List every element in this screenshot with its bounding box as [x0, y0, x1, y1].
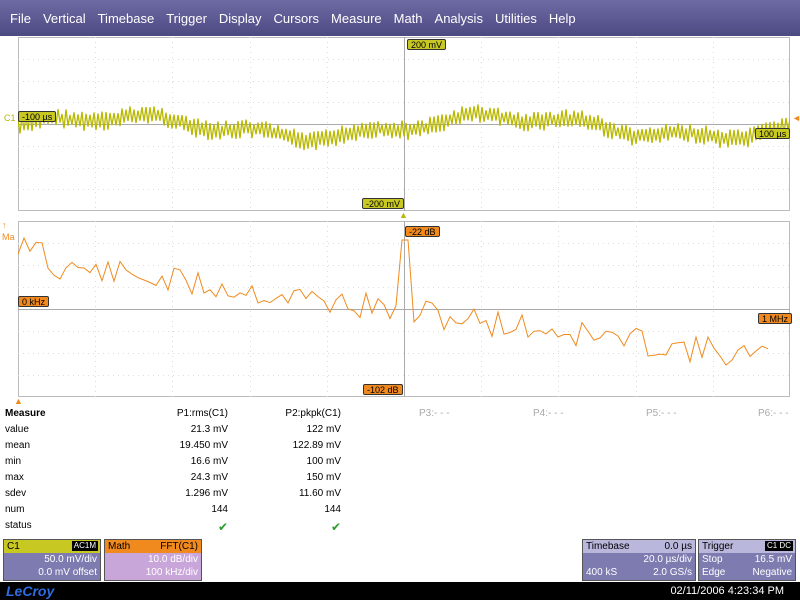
p1-value: 21.3 mV	[190, 424, 228, 435]
trigger-level: 16.5 mV	[754, 554, 792, 565]
table-row: value 21.3 mV 122 mV	[0, 424, 800, 440]
ch1-trigger-position-icon: ▲	[399, 210, 408, 220]
ch1-left-time-tag: -100 µs	[18, 111, 57, 122]
c1-descriptor[interactable]: C1 AC1M 50.0 mV/div 0.0 mV offset	[3, 539, 101, 581]
datetime-display: 02/11/2006 4:23:34 PM	[670, 585, 784, 597]
row-label: value	[5, 424, 29, 435]
c1-desc-name: C1	[7, 541, 20, 552]
table-row: mean 19.450 mV 122.89 mV	[0, 440, 800, 456]
ch1-right-time-tag: 100 µs	[755, 128, 791, 139]
math-freq: 100 kHz/div	[145, 567, 198, 578]
ch1-waveform	[18, 104, 790, 151]
fft-origin-icon: ▲	[14, 396, 23, 406]
trigger-mode: Stop	[702, 554, 723, 565]
timebase-samples: 400 kS	[586, 567, 618, 578]
menu-analysis[interactable]: Analysis	[434, 10, 483, 26]
trigger-descriptor[interactable]: Trigger C1 DC Stop 16.5 mV Edge Negative	[698, 539, 796, 581]
fft-bottom-scale-tag: -102 dB	[363, 384, 403, 395]
fft-up-arrow-icon: ↑	[2, 220, 7, 230]
math-func: FFT(C1)	[160, 541, 198, 552]
c1-offset: 0.0 mV offset	[38, 567, 97, 578]
math-descriptor[interactable]: Math FFT(C1) 10.0 dB/div 100 kHz/div	[104, 539, 202, 581]
timebase-desc-name: Timebase	[586, 541, 630, 552]
c1-coupling-badge: AC1M	[71, 541, 98, 551]
ch1-top-scale-tag: 200 mV	[407, 39, 447, 50]
row-label: num	[5, 504, 25, 515]
measure-title: Measure	[5, 408, 46, 419]
math-desc-name: Math	[108, 541, 131, 552]
p2-value: 100 mV	[306, 456, 341, 467]
p2-value: 122.89 mV	[292, 440, 341, 451]
fft-trace-area	[18, 221, 790, 397]
p1-header[interactable]: P1:rms(C1)	[176, 408, 228, 419]
measurement-table[interactable]: Measure P1:rms(C1) P2:pkpk(C1) P3:- - - …	[0, 408, 800, 538]
trigger-type: Edge	[702, 567, 726, 578]
c1-scale: 50.0 mV/div	[44, 554, 97, 565]
trigger-level-marker-icon[interactable]: ◄	[792, 113, 800, 123]
p2-value: 11.60 mV	[298, 488, 341, 499]
fft-top-scale-tag: -22 dB	[405, 226, 440, 237]
p3-header[interactable]: P3:- - -	[419, 408, 450, 419]
timebase-descriptor[interactable]: Timebase 0.0 µs 20.0 µs/div 400 kS 2.0 GS/…	[582, 539, 696, 581]
p2-value: 144	[324, 504, 341, 515]
p2-status-check-icon: ✔	[330, 520, 341, 534]
p1-status-check-icon: ✔	[217, 520, 228, 534]
status-label: status	[5, 520, 32, 531]
menu-display[interactable]: Display	[218, 10, 262, 26]
p1-value: 19.450 mV	[179, 440, 228, 451]
menu-math[interactable]: Math	[393, 10, 423, 26]
measure-header-row: Measure P1:rms(C1) P2:pkpk(C1) P3:- - - …	[0, 408, 800, 424]
table-row: min 16.6 mV 100 mV	[0, 456, 800, 472]
channel1-trace-area	[18, 37, 790, 211]
p2-header[interactable]: P2:pkpk(C1)	[285, 408, 341, 419]
row-label: sdev	[5, 488, 27, 499]
p1-value: 144	[211, 504, 228, 515]
channel1-grid[interactable]: 200 mV -200 mV -100 µs 100 µs	[18, 37, 791, 211]
menu-timebase[interactable]: Timebase	[97, 10, 155, 26]
timebase-per-div: 20.0 µs/div	[643, 554, 692, 565]
table-row: sdev 1.296 mV 11.60 mV	[0, 488, 800, 504]
math-fft-grid[interactable]: -22 dB -102 dB 0 kHz 1 MHz	[18, 221, 793, 397]
trigger-desc-name: Trigger	[702, 541, 734, 552]
trigger-slope: Negative	[752, 567, 792, 578]
menu-bar: File Vertical Timebase Trigger Display C…	[0, 0, 800, 36]
trigger-source-badge: C1 DC	[764, 541, 793, 551]
menu-cursors[interactable]: Cursors	[273, 10, 320, 26]
math-scale: 10.0 dB/div	[147, 554, 198, 565]
menu-help[interactable]: Help	[548, 10, 576, 26]
fft-right-freq-tag: 1 MHz	[758, 313, 793, 324]
p1-value: 1.296 mV	[185, 488, 228, 499]
menu-trigger[interactable]: Trigger	[166, 10, 207, 26]
row-label: min	[5, 456, 22, 467]
p5-header[interactable]: P5:- - -	[646, 408, 677, 419]
menu-utilities[interactable]: Utilities	[494, 10, 537, 26]
ch1-marker[interactable]: C1	[4, 113, 16, 123]
row-label: mean	[5, 440, 31, 451]
p6-header[interactable]: P6:- - -	[758, 408, 789, 419]
status-bar: LeCroy 02/11/2006 4:23:34 PM	[0, 582, 800, 600]
menu-file[interactable]: File	[10, 10, 31, 26]
p2-value: 150 mV	[306, 472, 341, 483]
ch1-bottom-scale-tag: -200 mV	[362, 198, 405, 209]
p1-value: 24.3 mV	[190, 472, 228, 483]
p4-header[interactable]: P4:- - -	[533, 408, 564, 419]
menu-measure[interactable]: Measure	[331, 10, 382, 26]
timebase-rate: 2.0 GS/s	[653, 567, 692, 578]
timebase-delay: 0.0 µs	[664, 541, 692, 552]
fft-marker[interactable]: Ma	[2, 232, 15, 242]
table-row: max 24.3 mV 150 mV	[0, 472, 800, 488]
row-label: max	[5, 472, 24, 483]
menu-vertical[interactable]: Vertical	[42, 10, 86, 26]
p1-value: 16.6 mV	[190, 456, 228, 467]
p2-value: 122 mV	[306, 424, 341, 435]
brand-logo: LeCroy	[6, 583, 55, 599]
fft-left-freq-tag: 0 kHz	[18, 296, 50, 307]
fft-spectrum	[18, 236, 769, 366]
table-row: status ✔ ✔	[0, 520, 800, 536]
table-row: num 144 144	[0, 504, 800, 520]
